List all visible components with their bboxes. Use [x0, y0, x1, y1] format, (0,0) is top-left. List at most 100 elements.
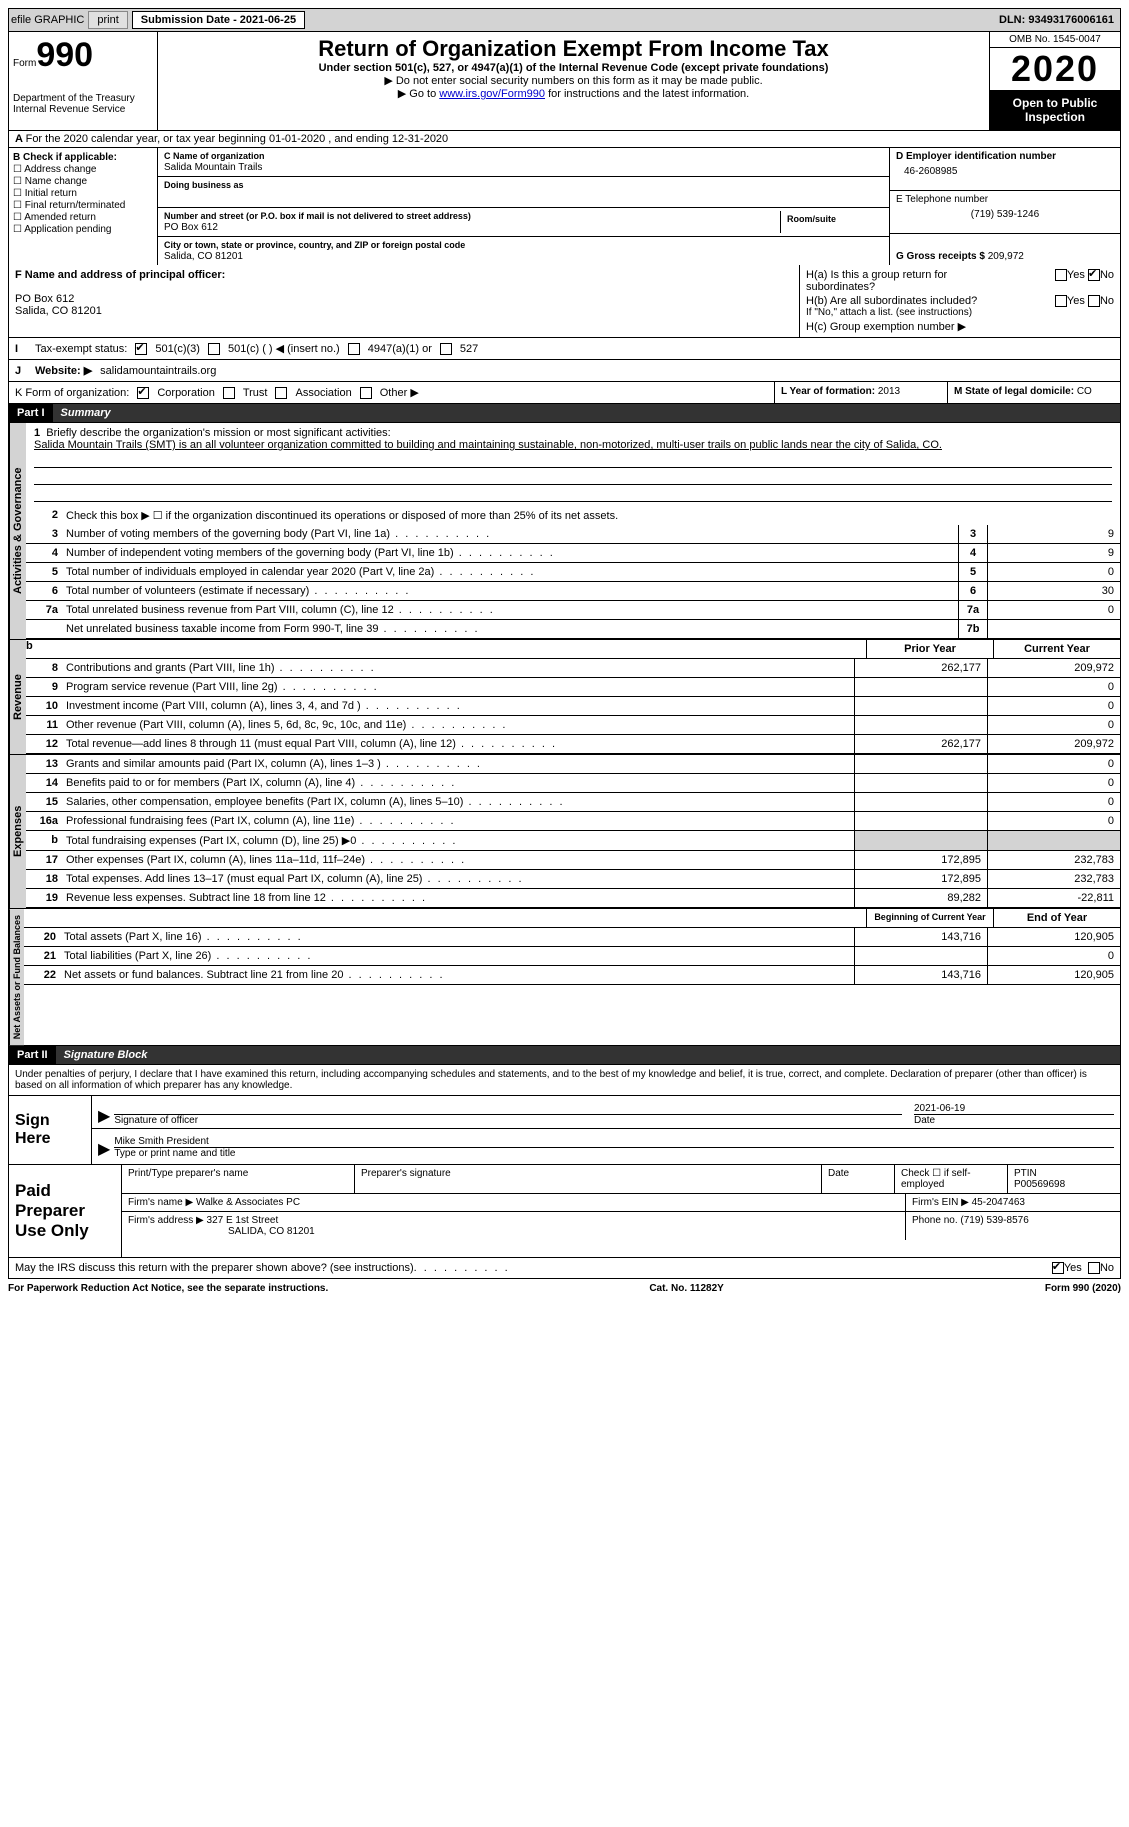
sign-here-block: Sign Here ▶ Signature of officer 2021-06…	[8, 1095, 1121, 1164]
net-assets-section: Net Assets or Fund Balances Beginning of…	[8, 909, 1121, 1046]
activities-governance: Activities & Governance 1 Briefly descri…	[8, 423, 1121, 640]
paid-preparer-block: Paid Preparer Use Only Print/Type prepar…	[8, 1164, 1121, 1258]
table-row: 15Salaries, other compensation, employee…	[26, 793, 1120, 812]
tab-net-assets: Net Assets or Fund Balances	[9, 909, 24, 1045]
year-formation: 2013	[878, 386, 900, 397]
chk-4947[interactable]	[348, 343, 360, 355]
table-row: 6Total number of volunteers (estimate if…	[26, 582, 1120, 601]
gross-receipts: 209,972	[988, 251, 1024, 262]
telephone: (719) 539-1246	[896, 205, 1114, 220]
table-row: 4Number of independent voting members of…	[26, 544, 1120, 563]
discuss-row: May the IRS discuss this return with the…	[8, 1258, 1121, 1279]
page-footer: For Paperwork Reduction Act Notice, see …	[8, 1279, 1121, 1298]
info-grid: B Check if applicable: ☐ Address change …	[8, 148, 1121, 265]
firm-addr2: SALIDA, CO 81201	[128, 1226, 315, 1237]
table-row: 19Revenue less expenses. Subtract line 1…	[26, 889, 1120, 908]
chk-amended[interactable]: ☐ Amended return	[13, 212, 153, 223]
chk-final-return[interactable]: ☐ Final return/terminated	[13, 200, 153, 211]
website: salidamountaintrails.org	[100, 365, 216, 377]
sig-date: 2021-06-19	[914, 1103, 1114, 1115]
discuss-yes[interactable]	[1052, 1262, 1064, 1274]
section-f: F Name and address of principal officer:…	[9, 265, 800, 337]
form-title: Return of Organization Exempt From Incom…	[166, 36, 981, 62]
section-fh: F Name and address of principal officer:…	[8, 265, 1121, 338]
chk-name-change[interactable]: ☐ Name change	[13, 176, 153, 187]
firm-phone: (719) 539-8576	[960, 1215, 1028, 1226]
chk-527[interactable]	[440, 343, 452, 355]
chk-other[interactable]	[360, 387, 372, 399]
table-row: 22Net assets or fund balances. Subtract …	[24, 966, 1120, 985]
part2-header: Part II Signature Block	[8, 1046, 1121, 1065]
city-state-zip: Salida, CO 81201	[164, 251, 243, 262]
chk-trust[interactable]	[223, 387, 235, 399]
section-b: B Check if applicable: ☐ Address change …	[9, 148, 158, 265]
form-subtitle: Under section 501(c), 527, or 4947(a)(1)…	[166, 62, 981, 74]
firm-name: Walke & Associates PC	[196, 1197, 300, 1208]
chk-initial-return[interactable]: ☐ Initial return	[13, 188, 153, 199]
section-klm: K Form of organization: Corporation Trus…	[8, 382, 1121, 404]
table-row: 5Total number of individuals employed in…	[26, 563, 1120, 582]
firm-ein: 45-2047463	[972, 1197, 1025, 1208]
table-row: Net unrelated business taxable income fr…	[26, 620, 1120, 639]
ein: 46-2608985	[896, 162, 1114, 177]
public-inspection: Open to Public Inspection	[990, 90, 1120, 130]
chk-501c[interactable]	[208, 343, 220, 355]
officer-addr1: PO Box 612	[15, 293, 74, 305]
table-row: 18Total expenses. Add lines 13–17 (must …	[26, 870, 1120, 889]
table-row: 14Benefits paid to or for members (Part …	[26, 774, 1120, 793]
section-j: J Website: ▶ salidamountaintrails.org	[8, 360, 1121, 382]
tab-expenses: Expenses	[9, 755, 26, 908]
period-line: A For the 2020 calendar year, or tax yea…	[8, 131, 1121, 148]
dln-label: DLN: 93493176006161	[999, 14, 1118, 26]
hb-yes[interactable]	[1055, 295, 1067, 307]
efile-label: efile GRAPHIC	[11, 14, 84, 26]
header-center: Return of Organization Exempt From Incom…	[158, 32, 989, 130]
part1-header: Part I Summary	[8, 404, 1121, 423]
irs-link[interactable]: www.irs.gov/Form990	[439, 88, 545, 100]
street-address: PO Box 612	[164, 222, 218, 233]
chk-501c3[interactable]	[135, 343, 147, 355]
state-domicile: CO	[1077, 386, 1092, 397]
table-row: 10Investment income (Part VIII, column (…	[26, 697, 1120, 716]
table-row: 3Number of voting members of the governi…	[26, 525, 1120, 544]
header-right: OMB No. 1545-0047 2020 Open to Public In…	[989, 32, 1120, 130]
dept-label: Department of the Treasury Internal Reve…	[13, 93, 153, 115]
chk-corp[interactable]	[137, 387, 149, 399]
penalty-text: Under penalties of perjury, I declare th…	[8, 1065, 1121, 1095]
revenue-section: Revenue bPrior YearCurrent Year 8Contrib…	[8, 640, 1121, 755]
table-row: 20Total assets (Part X, line 16)143,7161…	[24, 928, 1120, 947]
chk-app-pending[interactable]: ☐ Application pending	[13, 224, 153, 235]
firm-addr1: 327 E 1st Street	[207, 1215, 279, 1226]
table-row: 11Other revenue (Part VIII, column (A), …	[26, 716, 1120, 735]
section-h: H(a) Is this a group return for subordin…	[800, 265, 1120, 337]
omb-number: OMB No. 1545-0047	[990, 32, 1120, 48]
mission-text: Salida Mountain Trails (SMT) is an all v…	[34, 439, 942, 451]
hb-no[interactable]	[1088, 295, 1100, 307]
section-deg: D Employer identification number 46-2608…	[889, 148, 1120, 265]
table-row: bTotal fundraising expenses (Part IX, co…	[26, 831, 1120, 851]
table-row: 12Total revenue—add lines 8 through 11 (…	[26, 735, 1120, 754]
mission-box: 1 Briefly describe the organization's mi…	[26, 423, 1120, 506]
chk-address-change[interactable]: ☐ Address change	[13, 164, 153, 175]
ha-yes[interactable]	[1055, 269, 1067, 281]
officer-name: Mike Smith President	[114, 1136, 1114, 1148]
section-i: I Tax-exempt status: 501(c)(3) 501(c) ( …	[8, 338, 1121, 360]
submission-date-box: Submission Date - 2021-06-25	[132, 11, 305, 29]
header-note1: ▶ Do not enter social security numbers o…	[166, 74, 981, 87]
sig-arrow-icon2: ▶	[98, 1139, 110, 1159]
section-c: C Name of organization Salida Mountain T…	[158, 148, 889, 265]
tab-governance: Activities & Governance	[9, 423, 26, 639]
discuss-no[interactable]	[1088, 1262, 1100, 1274]
chk-assoc[interactable]	[275, 387, 287, 399]
tab-revenue: Revenue	[9, 640, 26, 754]
table-row: 21Total liabilities (Part X, line 26)0	[24, 947, 1120, 966]
header-left: Form990 Department of the Treasury Inter…	[9, 32, 158, 130]
print-button[interactable]: print	[88, 11, 127, 29]
ha-no[interactable]	[1088, 269, 1100, 281]
form-header: Form990 Department of the Treasury Inter…	[8, 32, 1121, 131]
table-row: 7aTotal unrelated business revenue from …	[26, 601, 1120, 620]
ptin: P00569698	[1014, 1179, 1065, 1190]
officer-addr2: Salida, CO 81201	[15, 305, 102, 317]
sig-arrow-icon: ▶	[98, 1106, 110, 1126]
table-row: 8Contributions and grants (Part VIII, li…	[26, 659, 1120, 678]
